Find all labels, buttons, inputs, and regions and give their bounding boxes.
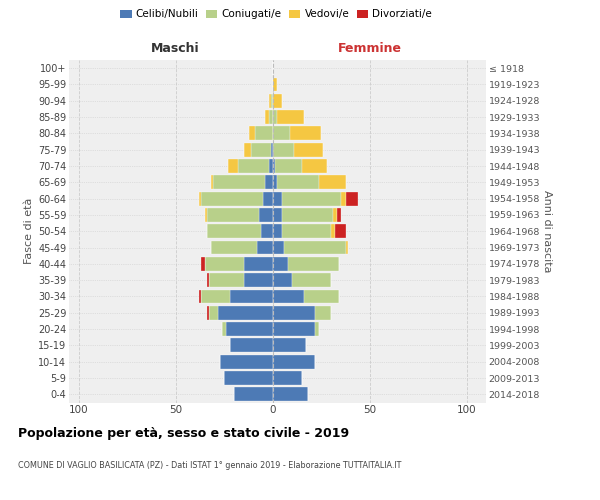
Bar [207,306,209,320]
Bar [272,208,283,222]
Bar [205,257,244,271]
Bar [228,159,238,173]
Bar [263,192,272,205]
Bar [283,208,333,222]
Bar [265,176,272,190]
Bar [294,143,323,156]
Bar [288,257,338,271]
Bar [272,126,290,140]
Bar [272,240,284,254]
Bar [205,208,207,222]
Bar [302,159,327,173]
Bar [304,290,338,304]
Text: COMUNE DI VAGLIO BASILICATA (PZ) - Dati ISTAT 1° gennaio 2019 - Elaborazione TUT: COMUNE DI VAGLIO BASILICATA (PZ) - Dati … [18,460,401,469]
Bar [333,208,337,222]
Bar [292,273,331,287]
Bar [261,224,272,238]
Bar [269,110,272,124]
Bar [255,126,272,140]
Text: Popolazione per età, sesso e stato civile - 2019: Popolazione per età, sesso e stato civil… [18,428,349,440]
Bar [211,240,257,254]
Bar [272,273,292,287]
Bar [234,388,272,402]
Bar [244,143,251,156]
Bar [272,322,316,336]
Bar [230,290,272,304]
Bar [290,126,321,140]
Bar [272,78,277,92]
Bar [272,94,283,108]
Bar [259,208,272,222]
Bar [272,143,294,156]
Bar [271,143,272,156]
Legend: Celibi/Nubili, Coniugati/e, Vedovi/e, Divorziati/e: Celibi/Nubili, Coniugati/e, Vedovi/e, Di… [116,5,436,24]
Bar [316,322,319,336]
Bar [269,159,272,173]
Bar [212,176,265,190]
Bar [283,224,331,238]
Bar [199,290,201,304]
Bar [272,388,308,402]
Text: Maschi: Maschi [151,42,200,55]
Bar [199,192,201,205]
Bar [244,257,272,271]
Bar [337,208,341,222]
Bar [277,110,304,124]
Bar [201,257,205,271]
Bar [331,224,335,238]
Bar [272,290,304,304]
Bar [220,355,272,368]
Bar [272,192,283,205]
Bar [272,176,277,190]
Bar [319,176,346,190]
Bar [272,338,305,352]
Bar [224,371,272,385]
Bar [269,94,271,108]
Bar [272,159,275,173]
Bar [257,240,272,254]
Bar [207,273,209,287]
Bar [207,224,261,238]
Bar [346,240,348,254]
Bar [251,143,271,156]
Bar [272,110,277,124]
Bar [272,371,302,385]
Bar [238,159,269,173]
Bar [226,322,272,336]
Bar [250,126,255,140]
Bar [346,192,358,205]
Bar [244,273,272,287]
Bar [222,322,226,336]
Bar [230,338,272,352]
Bar [272,306,316,320]
Bar [265,110,269,124]
Bar [209,273,244,287]
Bar [211,176,212,190]
Bar [275,159,302,173]
Bar [207,208,259,222]
Text: Femmine: Femmine [338,42,401,55]
Bar [284,240,346,254]
Bar [283,192,341,205]
Y-axis label: Anni di nascita: Anni di nascita [542,190,551,272]
Bar [201,192,263,205]
Bar [272,355,316,368]
Bar [341,192,346,205]
Bar [272,257,288,271]
Bar [316,306,331,320]
Bar [271,94,272,108]
Bar [209,306,218,320]
Y-axis label: Fasce di età: Fasce di età [23,198,34,264]
Bar [335,224,346,238]
Bar [277,176,319,190]
Bar [218,306,272,320]
Bar [201,290,230,304]
Bar [272,224,283,238]
